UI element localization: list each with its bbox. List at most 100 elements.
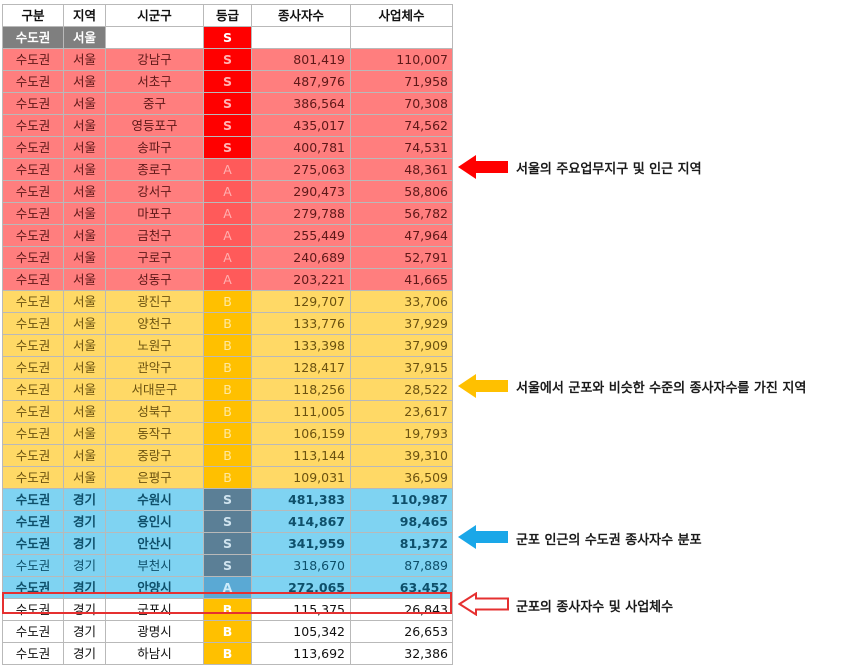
employees-cell[interactable]: 106,159 [252,423,351,445]
district-cell[interactable]: 양천구 [106,313,204,335]
gubun-cell[interactable]: 수도권 [2,489,64,511]
employees-cell[interactable]: 133,776 [252,313,351,335]
gubun-cell[interactable]: 수도권 [2,555,64,577]
region-cell[interactable]: 경기 [64,643,106,665]
district-cell[interactable]: 금천구 [106,225,204,247]
grade-cell[interactable]: B [204,599,252,621]
businesses-cell[interactable]: 52,791 [351,247,453,269]
employees-cell[interactable]: 113,144 [252,445,351,467]
grade-cell[interactable]: S [204,555,252,577]
grade-cell[interactable]: A [204,269,252,291]
region-cell[interactable]: 서울 [64,379,106,401]
employees-cell[interactable]: 203,221 [252,269,351,291]
grade-cell[interactable]: A [204,247,252,269]
district-cell[interactable]: 광진구 [106,291,204,313]
grade-cell[interactable]: B [204,379,252,401]
gubun-cell[interactable]: 수도권 [2,533,64,555]
employees-cell[interactable]: 318,670 [252,555,351,577]
region-cell[interactable]: 경기 [64,511,106,533]
businesses-cell[interactable]: 98,465 [351,511,453,533]
district-cell[interactable]: 은평구 [106,467,204,489]
region-cell[interactable]: 서울 [64,203,106,225]
district-cell[interactable]: 안산시 [106,533,204,555]
header-businesses[interactable]: 사업체수 [351,5,453,27]
gubun-cell[interactable]: 수도권 [2,357,64,379]
district-cell[interactable]: 마포구 [106,203,204,225]
grade-cell[interactable]: B [204,401,252,423]
employees-cell[interactable]: 435,017 [252,115,351,137]
grade-cell[interactable]: S [204,49,252,71]
district-cell[interactable]: 성동구 [106,269,204,291]
district-cell[interactable]: 송파구 [106,137,204,159]
region-cell[interactable]: 서울 [64,225,106,247]
header-grade[interactable]: 등급 [204,5,252,27]
gubun-cell[interactable]: 수도권 [2,225,64,247]
region-cell[interactable]: 경기 [64,621,106,643]
employees-cell[interactable]: 290,473 [252,181,351,203]
grade-cell[interactable]: S [204,489,252,511]
gubun-cell[interactable]: 수도권 [2,49,64,71]
businesses-cell[interactable]: 41,665 [351,269,453,291]
businesses-cell[interactable]: 26,653 [351,621,453,643]
region-cell[interactable]: 서울 [64,27,106,49]
district-cell[interactable]: 하남시 [106,643,204,665]
district-cell[interactable]: 성북구 [106,401,204,423]
region-cell[interactable]: 서울 [64,49,106,71]
region-cell[interactable]: 서울 [64,137,106,159]
district-cell[interactable]: 강서구 [106,181,204,203]
employees-cell[interactable]: 487,976 [252,71,351,93]
district-cell[interactable]: 강남구 [106,49,204,71]
businesses-cell[interactable]: 74,562 [351,115,453,137]
employees-cell[interactable]: 118,256 [252,379,351,401]
gubun-cell[interactable]: 수도권 [2,335,64,357]
gubun-cell[interactable]: 수도권 [2,203,64,225]
district-cell[interactable]: 종로구 [106,159,204,181]
district-cell[interactable]: 노원구 [106,335,204,357]
district-cell[interactable]: 구로구 [106,247,204,269]
region-cell[interactable]: 서울 [64,423,106,445]
grade-cell[interactable]: B [204,357,252,379]
gubun-cell[interactable]: 수도권 [2,93,64,115]
businesses-cell[interactable]: 48,361 [351,159,453,181]
grade-cell[interactable]: A [204,181,252,203]
district-cell[interactable]: 용인시 [106,511,204,533]
district-cell[interactable]: 서초구 [106,71,204,93]
district-cell[interactable]: 광명시 [106,621,204,643]
businesses-cell[interactable]: 70,308 [351,93,453,115]
businesses-cell[interactable]: 37,929 [351,313,453,335]
gubun-cell[interactable]: 수도권 [2,643,64,665]
gubun-cell[interactable]: 수도권 [2,291,64,313]
gubun-cell[interactable]: 수도권 [2,159,64,181]
businesses-cell[interactable]: 81,372 [351,533,453,555]
businesses-cell[interactable]: 47,964 [351,225,453,247]
employees-cell[interactable]: 111,005 [252,401,351,423]
grade-cell[interactable]: A [204,203,252,225]
header-gubun[interactable]: 구분 [2,5,64,27]
employees-cell[interactable]: 133,398 [252,335,351,357]
employees-cell[interactable]: 128,417 [252,357,351,379]
grade-cell[interactable]: B [204,423,252,445]
gubun-cell[interactable]: 수도권 [2,27,64,49]
gubun-cell[interactable]: 수도권 [2,379,64,401]
grade-cell[interactable]: B [204,643,252,665]
gubun-cell[interactable]: 수도권 [2,511,64,533]
gubun-cell[interactable]: 수도권 [2,181,64,203]
region-cell[interactable]: 서울 [64,269,106,291]
grade-cell[interactable]: S [204,27,252,49]
region-cell[interactable]: 서울 [64,401,106,423]
district-cell[interactable]: 중구 [106,93,204,115]
employees-cell[interactable]: 414,867 [252,511,351,533]
gubun-cell[interactable]: 수도권 [2,269,64,291]
businesses-cell[interactable] [351,27,453,49]
grade-cell[interactable]: S [204,71,252,93]
gubun-cell[interactable]: 수도권 [2,401,64,423]
grade-cell[interactable]: S [204,137,252,159]
grade-cell[interactable]: S [204,533,252,555]
employees-cell[interactable]: 255,449 [252,225,351,247]
employees-cell[interactable]: 386,564 [252,93,351,115]
grade-cell[interactable]: A [204,159,252,181]
employees-cell[interactable]: 400,781 [252,137,351,159]
header-region[interactable]: 지역 [64,5,106,27]
businesses-cell[interactable]: 56,782 [351,203,453,225]
businesses-cell[interactable]: 32,386 [351,643,453,665]
